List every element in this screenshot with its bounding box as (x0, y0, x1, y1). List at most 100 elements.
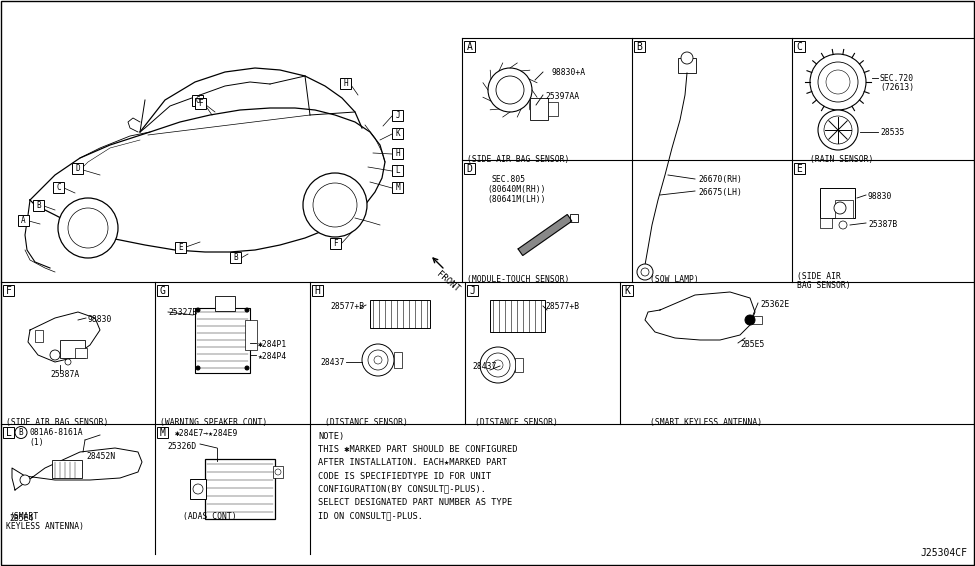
Circle shape (488, 68, 532, 112)
Bar (192, 95, 203, 106)
Circle shape (641, 268, 649, 276)
Text: B: B (233, 253, 238, 262)
Bar (394, 352, 402, 368)
Text: (DISTANCE SENSOR): (DISTANCE SENSOR) (325, 418, 408, 427)
Text: (80640M(RH)): (80640M(RH)) (487, 185, 545, 194)
Text: M: M (160, 427, 166, 438)
Bar (273, 466, 283, 478)
Text: L: L (6, 427, 12, 438)
Circle shape (839, 221, 847, 229)
Text: F: F (6, 285, 12, 295)
Circle shape (65, 359, 71, 365)
Circle shape (68, 208, 108, 248)
Text: H: H (315, 285, 321, 295)
Circle shape (196, 308, 200, 312)
Text: (DISTANCE SENSOR): (DISTANCE SENSOR) (475, 418, 558, 427)
Text: 28437: 28437 (472, 362, 496, 371)
Bar (490, 300, 545, 332)
Text: 28577+B: 28577+B (330, 302, 364, 311)
Bar (464, 41, 475, 52)
Text: K: K (395, 129, 400, 138)
Bar (60, 340, 85, 358)
Bar (312, 285, 323, 296)
Circle shape (374, 356, 382, 364)
Circle shape (486, 353, 510, 377)
Text: C: C (797, 41, 802, 52)
Text: 28452N: 28452N (86, 452, 115, 461)
Text: 081A6-8161A: 081A6-8161A (29, 428, 83, 437)
Text: B: B (19, 428, 23, 437)
Text: (SMART: (SMART (9, 512, 38, 521)
Polygon shape (518, 215, 572, 255)
Text: H: H (395, 149, 400, 158)
Bar (820, 218, 832, 228)
Circle shape (496, 76, 524, 104)
Circle shape (480, 347, 516, 383)
Bar (835, 200, 853, 218)
Text: (1): (1) (29, 438, 44, 447)
Bar (678, 58, 696, 73)
Text: BAG SENSOR): BAG SENSOR) (797, 281, 850, 290)
Text: C: C (57, 183, 60, 192)
Bar (752, 316, 762, 324)
Text: 25387A: 25387A (50, 370, 79, 379)
Text: J: J (395, 111, 400, 120)
Bar (515, 358, 523, 372)
Bar (75, 348, 87, 358)
Circle shape (834, 202, 846, 214)
Bar (464, 163, 475, 174)
Circle shape (818, 62, 858, 102)
Bar (195, 98, 206, 109)
Circle shape (637, 264, 653, 280)
Circle shape (196, 366, 200, 370)
Circle shape (50, 350, 60, 360)
Bar (392, 128, 403, 139)
Text: D: D (75, 164, 80, 173)
Circle shape (824, 116, 852, 144)
Text: 2B5E5: 2B5E5 (740, 340, 764, 349)
Circle shape (818, 110, 858, 150)
Text: E: E (797, 164, 802, 174)
Circle shape (245, 366, 249, 370)
Circle shape (15, 427, 27, 439)
Bar (392, 110, 403, 121)
Bar (340, 78, 351, 89)
Text: 28577+B: 28577+B (545, 302, 579, 311)
Text: (SMART KEYLESS ANTENNA): (SMART KEYLESS ANTENNA) (650, 418, 762, 427)
Circle shape (810, 54, 866, 110)
Text: (SOW LAMP): (SOW LAMP) (650, 275, 699, 284)
Bar (370, 300, 430, 328)
Text: J25304CF: J25304CF (920, 548, 967, 558)
Text: J: J (470, 285, 476, 295)
Text: (MODULE-TOUCH SENSOR): (MODULE-TOUCH SENSOR) (467, 275, 569, 284)
Bar (53, 182, 64, 193)
Bar (215, 296, 235, 311)
Text: F: F (333, 239, 337, 248)
Text: (72613): (72613) (880, 83, 915, 92)
Text: 98830+A: 98830+A (552, 68, 586, 77)
Bar (548, 102, 558, 116)
Text: 25327B: 25327B (168, 308, 197, 317)
Bar (569, 214, 577, 222)
Text: ✱284P1: ✱284P1 (258, 340, 288, 349)
Circle shape (193, 484, 203, 494)
Text: SEC.805: SEC.805 (492, 175, 526, 184)
Bar (190, 479, 206, 499)
Text: FRONT: FRONT (435, 270, 461, 294)
Circle shape (275, 469, 281, 475)
Text: (80641M(LH)): (80641M(LH)) (487, 195, 545, 204)
Text: L: L (395, 166, 400, 175)
Circle shape (681, 52, 693, 64)
Circle shape (303, 173, 367, 237)
Text: ✱284E7→★284E9: ✱284E7→★284E9 (175, 429, 238, 438)
Text: A: A (467, 41, 473, 52)
Bar (175, 242, 186, 253)
Bar (467, 285, 478, 296)
Circle shape (313, 183, 357, 227)
Text: G: G (160, 285, 166, 295)
Bar (195, 308, 250, 373)
Text: F: F (198, 99, 203, 108)
Text: (RAIN SENSOR): (RAIN SENSOR) (810, 155, 874, 164)
Circle shape (745, 315, 755, 325)
Text: SEC.720: SEC.720 (880, 74, 915, 83)
